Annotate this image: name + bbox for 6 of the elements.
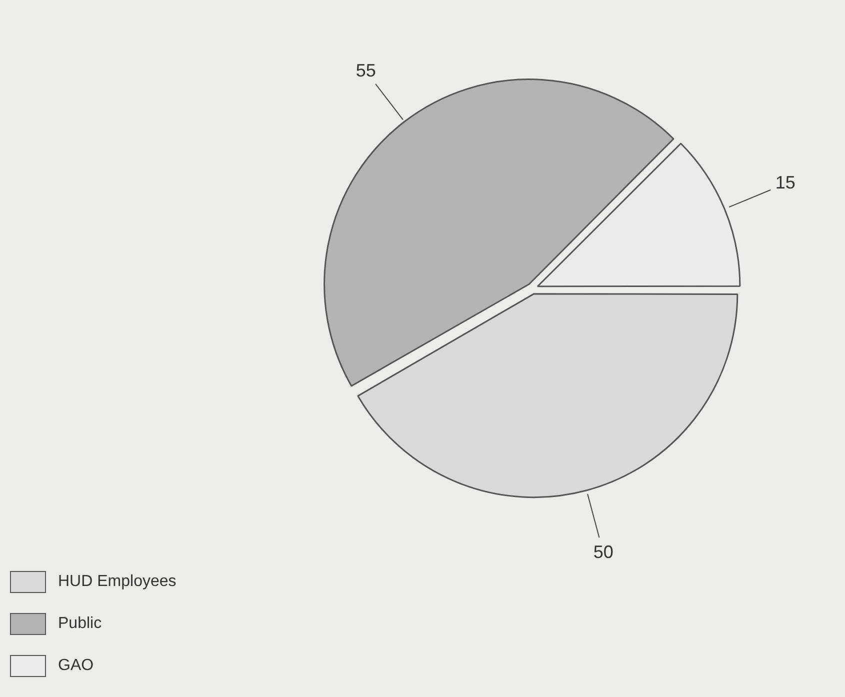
data-label: 15 xyxy=(775,172,796,193)
legend-label: HUD Employees xyxy=(58,573,176,591)
legend-label: Public xyxy=(58,615,102,633)
data-label: 55 xyxy=(356,60,376,80)
legend-label: GAO xyxy=(58,657,94,675)
data-label: 50 xyxy=(593,542,614,562)
